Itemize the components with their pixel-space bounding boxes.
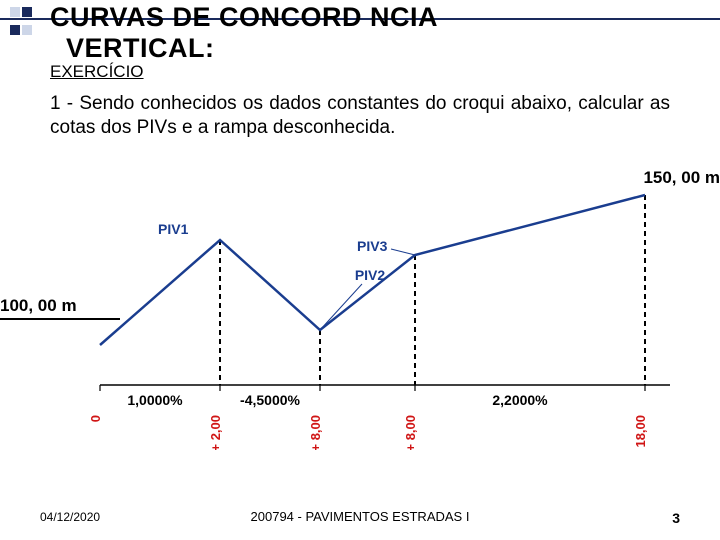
svg-text:2,2000%: 2,2000% [492,392,548,408]
exercise-text: 1 - Sendo conhecidos os dados constantes… [50,92,670,140]
footer-center: 200794 - PAVIMENTOS ESTRADAS I [0,509,720,524]
svg-text:PIV1: PIV1 [158,221,189,237]
corner-bullets [10,4,34,40]
svg-text:PIV3: PIV3 [357,238,388,254]
profile-chart: PIV1 PIV2 PIV3 1,0000% -4,5000% 2,2000% 0 82 + … [60,185,680,450]
exercise-label: EXERCÍCIO [50,62,144,82]
svg-text:120 + 8,00: 120 + 8,00 [308,415,323,450]
svg-text:254 + 18,00: 254 + 18,00 [633,415,648,450]
footer-page: 3 [672,510,680,526]
svg-text:82 + 2,00: 82 + 2,00 [208,415,223,450]
title-line2: VERTICAL: [66,33,215,63]
svg-text:-4,5000%: -4,5000% [240,392,300,408]
svg-text:PIV2: PIV2 [355,267,386,283]
svg-text:0: 0 [88,415,103,422]
title-line1: CURVAS DE CONCORD NCIA [50,2,438,32]
svg-text:164 + 8,00: 164 + 8,00 [403,415,418,450]
svg-text:1,0000%: 1,0000% [127,392,183,408]
page-title: CURVAS DE CONCORD NCIA VERTICAL: [50,2,438,64]
